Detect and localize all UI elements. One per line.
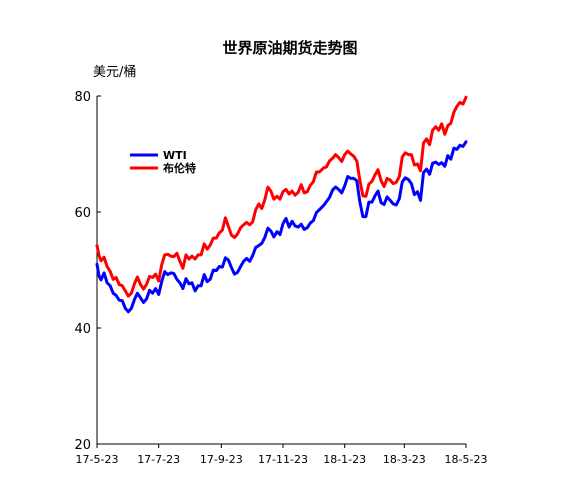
x-tick-label: 17-9-23 <box>200 453 243 466</box>
legend-label: 布伦特 <box>163 161 196 175</box>
x-tick-label: 18-5-23 <box>445 453 488 466</box>
x-tick-label: 17-5-23 <box>76 453 119 466</box>
x-tick-label: 18-1-23 <box>323 453 366 466</box>
y-tick-label: 80 <box>74 90 91 105</box>
y-tick-label: 20 <box>74 438 91 453</box>
series-line-0 <box>95 140 468 314</box>
series-lines <box>95 95 468 314</box>
y-unit-label: 美元/桶 <box>93 65 136 80</box>
series-line-1 <box>95 95 468 298</box>
y-ticks: 20 40 60 80 <box>74 90 101 453</box>
chart-title: 世界原油期货走势图 <box>222 39 357 57</box>
x-tick-label: 17-7-23 <box>137 453 180 466</box>
x-ticks: 17-5-23 17-7-23 17-9-23 17-11-23 18-1-23 18-3… <box>76 444 488 466</box>
x-tick-label: 17-11-23 <box>258 453 308 466</box>
y-tick-label: 40 <box>74 322 91 337</box>
legend-label: WTI <box>163 149 187 162</box>
y-tick-label: 60 <box>74 206 91 221</box>
x-tick-label: 18-3-23 <box>383 453 426 466</box>
